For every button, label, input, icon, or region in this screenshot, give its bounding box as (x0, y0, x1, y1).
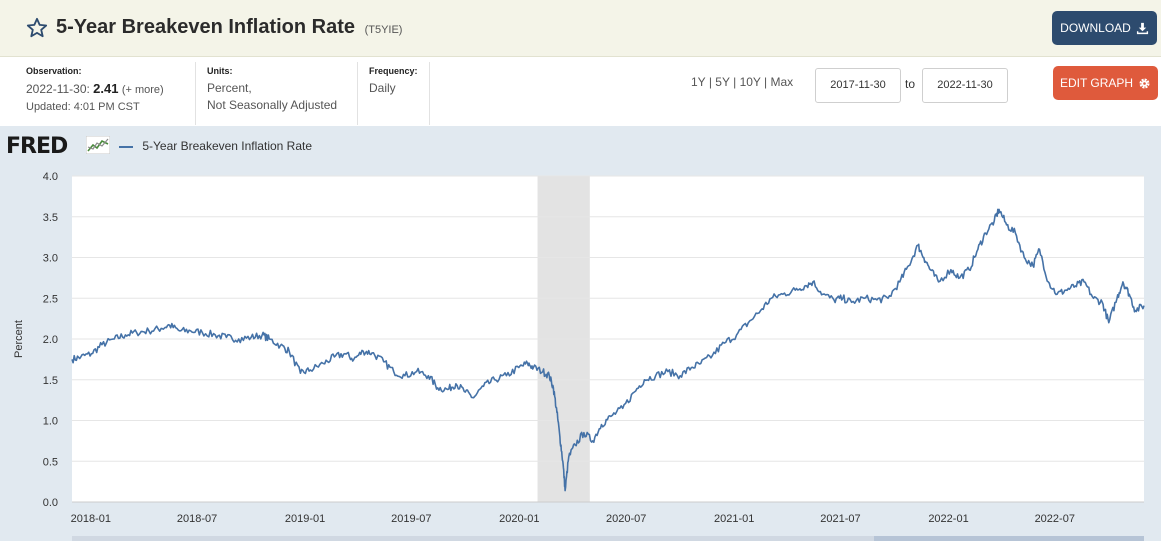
y-tick-label: 1.5 (43, 375, 58, 387)
line-chart[interactable]: 0.0 0.5 1.0 1.5 2.0 2.5 3.0 3.5 4.0 2018-01 2018-0… (0, 126, 1161, 541)
observation-date: 2022-11-30: (26, 82, 90, 96)
units-line1: Percent, (207, 81, 252, 95)
x-tick-label: 2021-01 (714, 513, 754, 525)
legend-swatch (119, 145, 133, 148)
range-scrollbar[interactable] (72, 536, 1144, 541)
series-header: 5-Year Breakeven Inflation Rate (T5YIE) … (0, 0, 1161, 57)
star-icon[interactable] (26, 17, 48, 39)
x-tick-label: 2019-07 (391, 513, 431, 525)
x-tick-label: 2020-07 (606, 513, 646, 525)
legend-label: 5-Year Breakeven Inflation Rate (142, 139, 313, 153)
y-tick-label: 0.5 (43, 456, 58, 468)
date-from-input[interactable]: 2017-11-30 (815, 68, 901, 103)
y-tick-label: 2.0 (43, 334, 58, 346)
x-tick-label: 2021-07 (820, 513, 860, 525)
range-sep: | (764, 75, 768, 89)
x-tick-label: 2022-01 (928, 513, 968, 525)
frequency-value: Daily (369, 81, 396, 95)
range-max[interactable]: Max (770, 75, 794, 89)
edit-graph-button[interactable]: EDIT GRAPH (1053, 66, 1158, 100)
date-to-input[interactable]: 2022-11-30 (922, 68, 1008, 103)
download-label: DOWNLOAD (1060, 21, 1131, 35)
divider (357, 62, 358, 125)
observation-value: 2.41 (93, 81, 119, 96)
edit-graph-label: EDIT GRAPH (1059, 76, 1134, 90)
range-10y[interactable]: 10Y (739, 75, 761, 89)
x-tick-label: 2018-01 (71, 513, 111, 525)
frequency-block: Frequency: Daily (369, 66, 418, 97)
range-sep: | (733, 75, 737, 89)
updated-text: Updated: 4:01 PM CST (26, 101, 140, 113)
chart-legend: 5-Year Breakeven Inflation Rate (119, 139, 312, 153)
y-tick-label: 3.0 (43, 253, 58, 265)
frequency-label: Frequency: (369, 66, 418, 76)
gear-icon (1139, 77, 1150, 89)
download-icon (1136, 22, 1148, 34)
y-tick-label: 0.0 (43, 497, 58, 509)
range-sep: | (708, 75, 712, 89)
observation-block: Observation: 2022-11-30: 2.41 (+ more) U… (26, 66, 164, 116)
range-options: 1Y | 5Y | 10Y | Max (691, 75, 793, 89)
units-label: Units: (207, 66, 233, 76)
page-title: 5-Year Breakeven Inflation Rate (T5YIE) (56, 16, 402, 39)
observation-more-link[interactable]: (+ more) (121, 84, 164, 96)
x-tick-label: 2020-01 (499, 513, 539, 525)
graph-panel: FRED 5-Year Breakeven Inflation Rate 0.0… (0, 126, 1161, 541)
series-title: 5-Year Breakeven Inflation Rate (56, 16, 356, 38)
x-tick-label: 2022-07 (1035, 513, 1075, 525)
series-line[interactable] (71, 208, 1145, 492)
y-tick-label: 4.0 (43, 171, 58, 183)
units-block: Units: Percent, Not Seasonally Adjusted (207, 66, 337, 114)
date-to-label: to (905, 77, 916, 91)
series-id: (T5YIE) (364, 24, 403, 36)
y-tick-label: 3.5 (43, 212, 58, 224)
x-tick-label: 2019-01 (285, 513, 325, 525)
units-line2: Not Seasonally Adjusted (207, 98, 338, 112)
y-tick-label: 2.5 (43, 293, 58, 305)
range-scrollbar-thumb[interactable] (874, 536, 1144, 541)
range-5y[interactable]: 5Y (715, 75, 730, 89)
fred-logo: FRED (6, 134, 68, 159)
x-tick-label: 2018-07 (177, 513, 217, 525)
divider (429, 62, 430, 125)
divider (195, 62, 196, 125)
y-axis-label: Percent (13, 320, 25, 358)
chart-logo-icon (86, 136, 110, 154)
download-button[interactable]: DOWNLOAD (1052, 11, 1157, 45)
y-tick-label: 1.0 (43, 416, 58, 428)
range-1y[interactable]: 1Y (691, 75, 706, 89)
observation-label: Observation: (26, 66, 82, 76)
